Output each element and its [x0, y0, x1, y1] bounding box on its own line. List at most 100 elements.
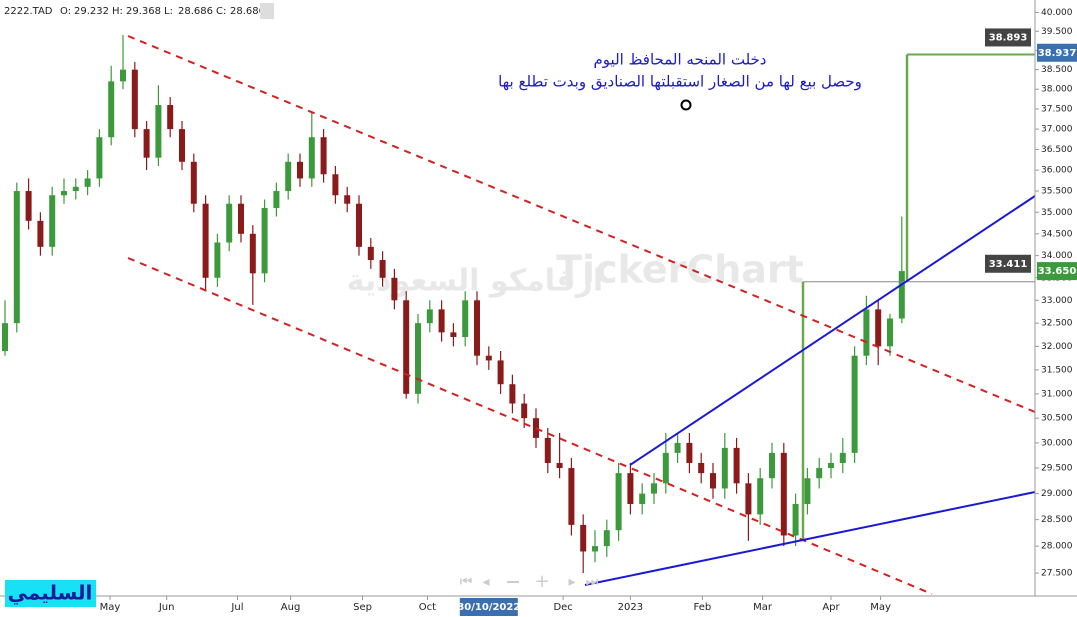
ohlc-value: 28.686 [178, 6, 213, 17]
trend-lower [584, 491, 1036, 586]
candle-body [332, 174, 339, 196]
price-tag-bg [985, 254, 1031, 273]
candle-body [37, 220, 44, 247]
price-tag-bg [1037, 262, 1077, 281]
candle-body [544, 437, 551, 463]
ohlc-value: 29.368 [126, 6, 161, 17]
candle-body [367, 246, 374, 261]
candle-body [214, 242, 221, 278]
x-tick-label: 2023 [618, 602, 643, 613]
candle-body [757, 478, 764, 515]
x-tick-label: Oct [419, 602, 436, 613]
author-label: السليمي [8, 581, 93, 606]
candle-body [143, 129, 150, 158]
x-tick-label: Aug [281, 602, 301, 613]
candle-body [627, 473, 634, 504]
candle-body [308, 137, 315, 179]
y-tick-label: 32.000 [1041, 342, 1073, 352]
y-tick-label: 37.500 [1041, 105, 1073, 115]
candle-body [792, 503, 799, 536]
ohlc-name: O: [60, 6, 71, 17]
y-tick-label: 37.000 [1041, 125, 1073, 135]
x-tick-label: May [100, 602, 121, 613]
y-tick-label: 34.500 [1041, 229, 1073, 239]
candle-body [898, 271, 905, 319]
y-tick-label: 36.500 [1041, 145, 1073, 155]
candle-body [391, 277, 398, 301]
y-tick-label: 30.000 [1041, 438, 1073, 448]
channel-lower [127, 257, 933, 595]
nav-icon[interactable]: ▸ [568, 574, 575, 590]
nav-icon[interactable]: ⏭ [586, 574, 599, 590]
candle-body [25, 191, 32, 221]
y-tick-label: 27.500 [1041, 569, 1073, 579]
y-tick-label: 28.000 [1041, 542, 1073, 552]
plot-area [2, 35, 1035, 574]
price-tag: 38.937 [1038, 48, 1077, 59]
header-button[interactable] [260, 3, 274, 19]
candle-body [438, 309, 445, 333]
candle-body [568, 468, 575, 525]
candle-body [167, 105, 174, 130]
candle-body [320, 137, 327, 175]
candle-body [745, 483, 752, 515]
candle-body [344, 195, 351, 204]
nav-icon[interactable]: ⏮ [460, 574, 473, 590]
candle-body [851, 355, 858, 453]
candle-body [285, 161, 292, 192]
candle-body [769, 452, 775, 479]
marker-circle [680, 99, 692, 111]
y-tick-label: 32.500 [1041, 319, 1073, 329]
y-tick-label: 34.000 [1041, 251, 1073, 261]
candle-body [615, 473, 622, 531]
candle-body [61, 191, 67, 196]
candle-body [816, 468, 823, 479]
candle-body [804, 478, 811, 504]
candle-body [131, 69, 138, 130]
candle-body [521, 403, 528, 419]
y-tick-label: 29.000 [1041, 489, 1073, 499]
candle-body [662, 452, 669, 484]
candle-body [839, 452, 846, 463]
candle-body [450, 332, 457, 338]
symbol-header: 2222.TAD O: 29.232 H: 29.368 L: 28.686 C: 28.68… [4, 3, 274, 19]
candle-body [509, 384, 516, 404]
price-tag: 33.650 [1038, 266, 1077, 277]
watermark: TickerChart ارقامكو السعودية [347, 248, 804, 299]
trend-upper [629, 195, 1036, 466]
symbol: 2222.TAD [4, 6, 53, 17]
y-tick-label: 35.500 [1041, 187, 1073, 197]
axes: 27.500 28.000 28.500 29.000 29.500 30.000 30.5… [100, 8, 1077, 616]
price-tag-bg [985, 28, 1031, 47]
ohlc-name: C: [216, 6, 226, 17]
zoom-in[interactable]: + [534, 571, 549, 592]
candle-body [828, 462, 834, 469]
candle-body [238, 203, 244, 234]
candle-body [72, 186, 79, 192]
x-tick-label: Apr [822, 602, 840, 613]
candle-body [639, 493, 646, 504]
candle-body [710, 473, 716, 489]
zoom-out[interactable] [507, 581, 519, 583]
candle-body [179, 129, 185, 162]
candle-body [403, 300, 410, 394]
candle-body [674, 442, 681, 453]
ohlc-value: 29.232 [74, 6, 109, 17]
candle-body [603, 530, 610, 547]
ohlc-name: H: [112, 6, 123, 17]
annotation-line: وحصل بيع لها من الصغار استقبلتها الصنادي… [498, 73, 862, 91]
ohlc-name: L: [164, 6, 173, 17]
y-tick-label: 40.000 [1041, 8, 1073, 18]
candle-body [155, 105, 162, 158]
price-tag: 33.411 [989, 259, 1028, 270]
nav-icon[interactable]: ◂ [482, 574, 489, 590]
candle-body [698, 462, 705, 474]
y-tick-label: 38.000 [1041, 85, 1073, 95]
candle-body [226, 203, 233, 243]
price-tag: 38.893 [989, 32, 1028, 43]
y-tick-label: 28.500 [1041, 515, 1073, 525]
candle-body [485, 355, 492, 361]
y-tick-label: 29.500 [1041, 464, 1073, 474]
candle-body [190, 161, 197, 204]
